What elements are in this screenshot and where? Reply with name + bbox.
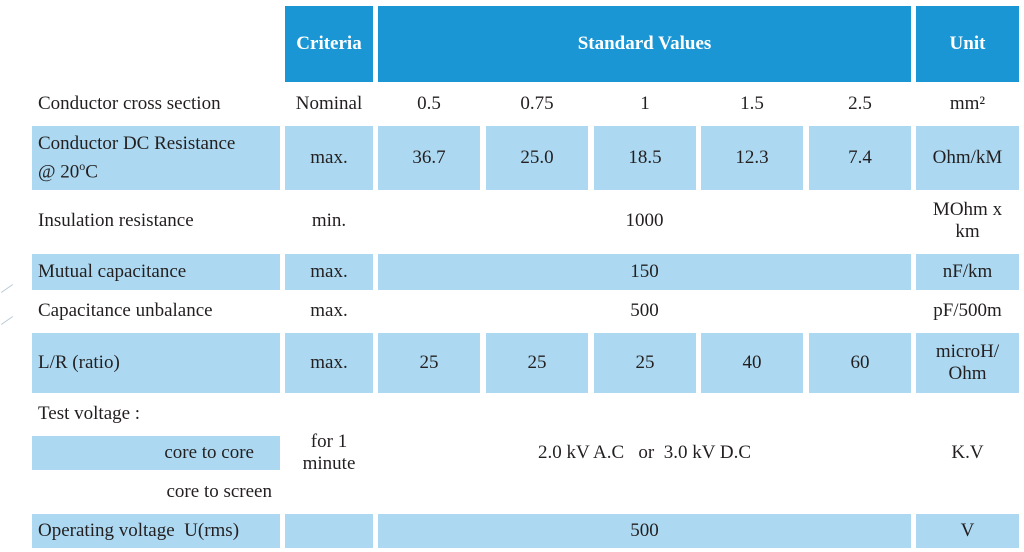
value-dc-resistance-5: 7.4 <box>809 126 911 190</box>
criteria-cross-section: Nominal <box>295 93 363 114</box>
unit-lr-ratio-line1: microH/ <box>935 341 1000 362</box>
unit-cross-section: mm² <box>949 93 986 114</box>
row-label-lr-ratio: L/R (ratio) <box>32 333 280 393</box>
header-unit: Unit <box>916 6 1019 82</box>
test-voltage-core-to-screen: core to screen <box>166 481 273 502</box>
value-dc-resistance-3: 18.5 <box>594 126 696 190</box>
value-lr-ratio-5: 60 <box>809 333 911 393</box>
unit-insulation-line2: km <box>955 221 980 242</box>
value-dc-resistance-1: 36.7 <box>378 126 480 190</box>
value-mutual-capacitance: 150 <box>378 254 911 290</box>
unit-lr-ratio-line2: Ohm <box>948 363 987 384</box>
criteria-test-voltage-line1: for 1 <box>310 431 348 452</box>
criteria-mutual-capacitance: max. <box>285 254 373 290</box>
row-label-capacitance-unbalance: Capacitance unbalance <box>38 300 213 321</box>
criteria-insulation: min. <box>311 210 347 231</box>
value-dc-resistance-2: 25.0 <box>486 126 588 190</box>
row-label-operating-voltage: Operating voltage U(rms) <box>32 514 280 548</box>
criteria-capacitance-unbalance: max. <box>310 300 348 321</box>
criteria-lr-ratio: max. <box>285 333 373 393</box>
row-label-test-voltage: Test voltage : <box>38 403 141 424</box>
row-label-cross-section: Conductor cross section <box>38 93 221 114</box>
value-cross-section-4: 1.5 <box>740 93 764 114</box>
value-operating-voltage: 500 <box>378 514 911 548</box>
header-criteria: Criteria <box>285 6 373 82</box>
value-test-voltage: 2.0 kV A.C or 3.0 kV D.C <box>537 442 752 463</box>
value-dc-resistance-4: 12.3 <box>701 126 803 190</box>
value-insulation: 1000 <box>625 210 664 231</box>
value-cross-section-5: 2.5 <box>848 93 872 114</box>
test-voltage-core-to-core: core to core <box>32 436 280 470</box>
criteria-test-voltage-line2: minute <box>302 453 356 474</box>
header-standard-values: Standard Values <box>378 6 911 82</box>
edge-mark-decoration <box>0 316 14 325</box>
value-cross-section-1: 0.5 <box>417 93 441 114</box>
criteria-test-voltage: for 1 minute <box>285 420 373 486</box>
dc-resistance-label-line1: Conductor DC Resistance <box>38 132 236 154</box>
value-lr-ratio-1: 25 <box>378 333 480 393</box>
value-lr-ratio-2: 25 <box>486 333 588 393</box>
row-label-mutual-capacitance: Mutual capacitance <box>32 254 280 290</box>
value-capacitance-unbalance: 500 <box>630 300 659 321</box>
row-label-insulation: Insulation resistance <box>38 210 194 231</box>
unit-operating-voltage: V <box>916 514 1019 548</box>
unit-lr-ratio: microH/ Ohm <box>916 333 1019 393</box>
dc-resistance-label-line2: @ 20oC <box>38 158 98 183</box>
unit-insulation-line1: MOhm x <box>932 199 1003 220</box>
unit-test-voltage: K.V <box>951 442 984 463</box>
value-lr-ratio-4: 40 <box>701 333 803 393</box>
criteria-dc-resistance: max. <box>285 126 373 190</box>
unit-capacitance-unbalance: pF/500m <box>933 300 1002 321</box>
value-cross-section-3: 1 <box>640 93 650 114</box>
unit-dc-resistance: Ohm/kM <box>916 126 1019 190</box>
row-label-dc-resistance: Conductor DC Resistance @ 20oC <box>32 126 280 190</box>
value-lr-ratio-3: 25 <box>594 333 696 393</box>
criteria-operating-voltage <box>285 514 373 548</box>
unit-mutual-capacitance: nF/km <box>916 254 1019 290</box>
unit-insulation: MOhm x km <box>916 194 1019 248</box>
edge-mark-decoration <box>0 284 14 293</box>
value-cross-section-2: 0.75 <box>520 93 554 114</box>
